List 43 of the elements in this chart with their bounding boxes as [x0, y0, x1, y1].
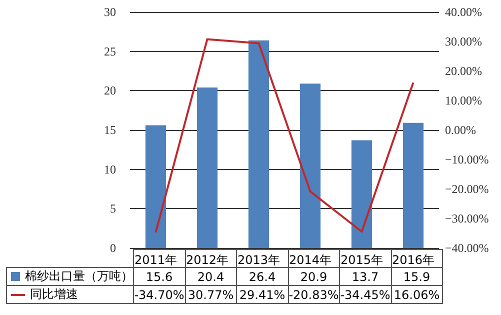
- data-label: 15.6: [134, 268, 185, 286]
- data-label: -34.45%: [340, 286, 391, 304]
- bar: [300, 84, 321, 248]
- bar: [351, 140, 372, 248]
- x-tick-label: 2012年: [186, 253, 229, 267]
- data-label: 15.9: [391, 268, 442, 286]
- data-label: -34.70%: [134, 286, 185, 304]
- y-tick-label: 25: [104, 44, 116, 58]
- y-tick-label: 5: [110, 202, 116, 216]
- data-label: -20.83%: [288, 286, 340, 304]
- data-label: 20.4: [185, 268, 236, 286]
- y2-tick-label: −20.00%: [445, 182, 489, 196]
- y-tick-label: 30: [104, 5, 116, 19]
- y2-tick-label: 20.00%: [445, 64, 482, 78]
- x-tick-label: 2011年: [134, 253, 178, 267]
- y2-tick-label: 0.00%: [445, 123, 476, 137]
- y2-tick-label: 30.00%: [445, 34, 482, 48]
- data-label: 16.06%: [391, 286, 442, 304]
- x-tick-label: 2013年: [237, 253, 280, 267]
- data-label: 26.4: [236, 268, 288, 286]
- bar: [402, 122, 424, 248]
- y2-tick-label: 10.00%: [445, 94, 482, 108]
- y-tick-label: 20: [104, 84, 116, 98]
- y-tick-label: 0: [110, 241, 116, 255]
- y-tick-label: 15: [104, 123, 116, 137]
- legend-label: 同比增速: [6, 286, 134, 304]
- data-label: 30.77%: [185, 286, 236, 304]
- y-tick-label: 10: [104, 162, 116, 176]
- data-label: 29.41%: [236, 286, 288, 304]
- x-tick-label: 2014年: [288, 253, 332, 267]
- line-series: [154, 38, 414, 234]
- data-label: 13.7: [340, 268, 391, 286]
- bar: [248, 40, 270, 248]
- bar: [145, 125, 166, 248]
- legend-label: 棉纱出口量（万吨）: [6, 268, 134, 286]
- x-tick-label: 2016年: [392, 253, 435, 267]
- y2-tick-label: −30.00%: [445, 212, 489, 226]
- y2-tick-label: −10.00%: [445, 152, 489, 166]
- bar: [196, 88, 218, 248]
- y2-tick-label: −40.00%: [445, 241, 489, 255]
- data-label: 20.9: [288, 268, 340, 286]
- x-tick-label: 2015年: [340, 253, 384, 267]
- y2-tick-label: 40.00%: [445, 5, 482, 19]
